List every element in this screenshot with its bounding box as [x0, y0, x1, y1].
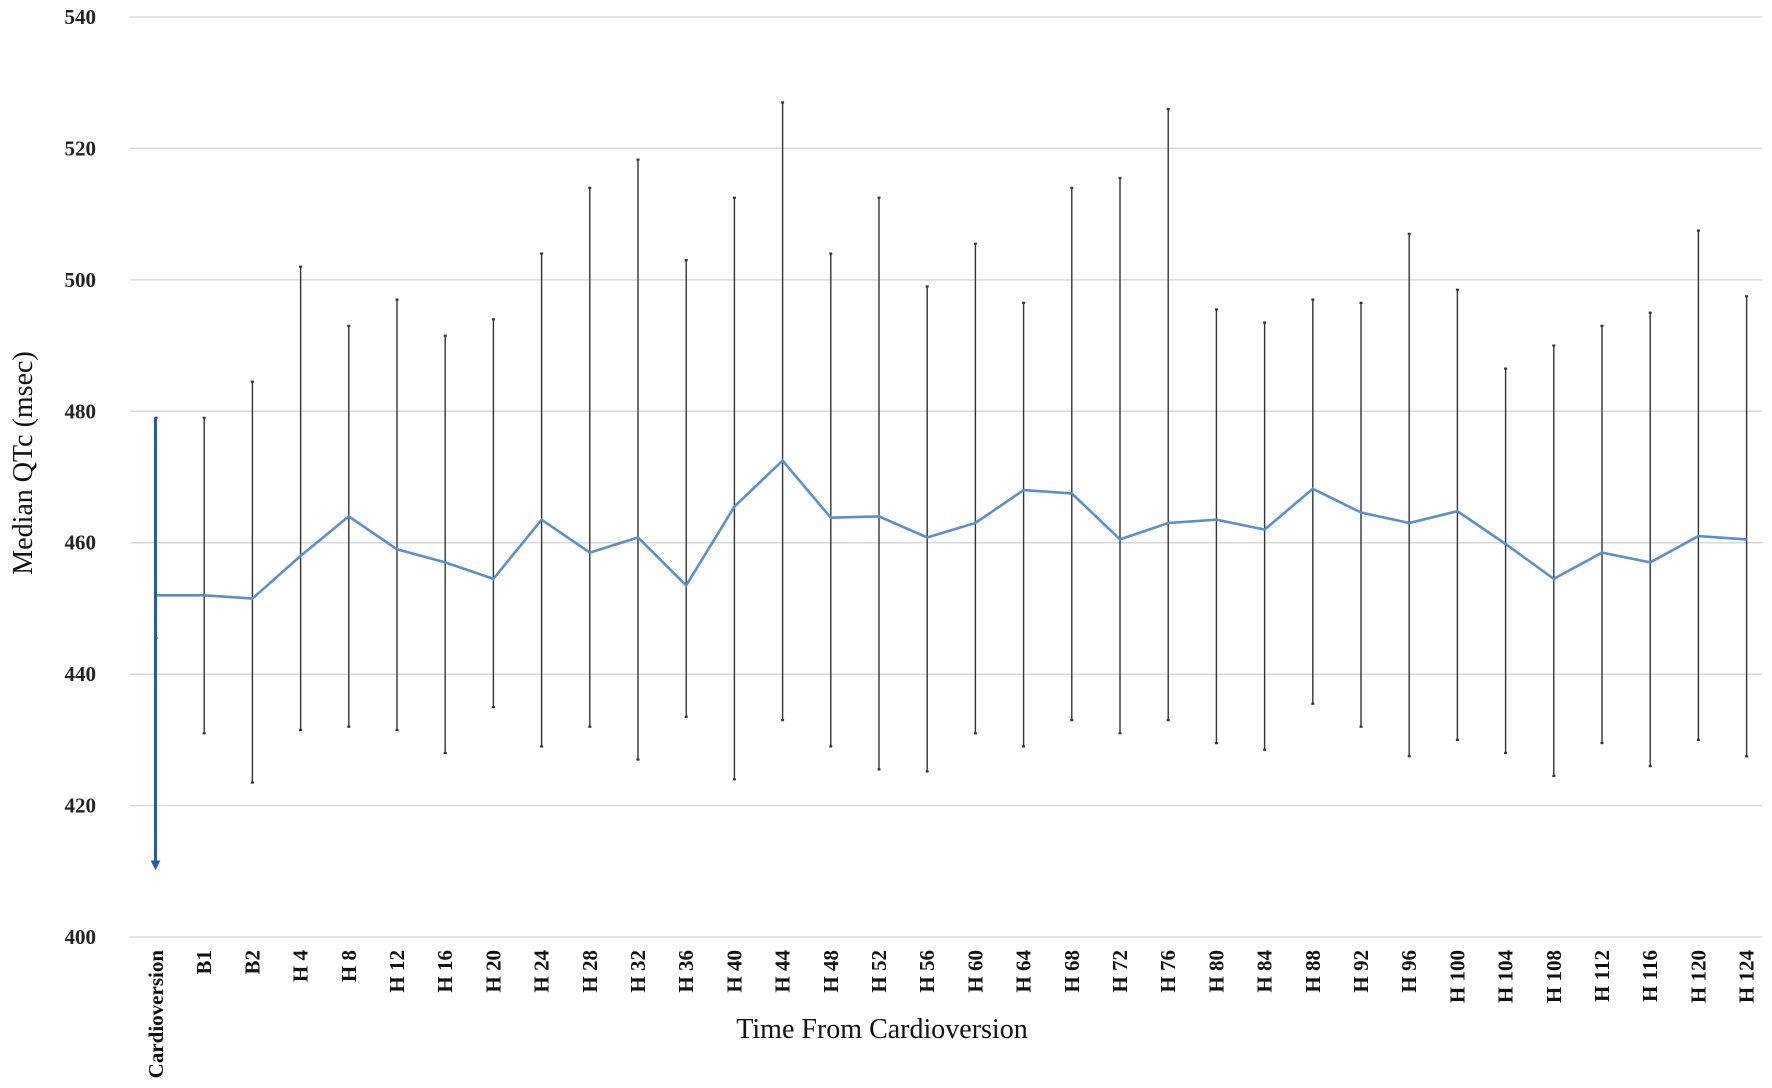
- x-tick-label: H 36: [674, 950, 698, 993]
- y-tick-label: 440: [65, 662, 97, 686]
- x-tick-label: H 104: [1494, 950, 1518, 1004]
- y-tick-label: 500: [65, 268, 97, 292]
- gridlines: [130, 16, 1762, 938]
- y-axis-label: Median QTc (msec): [8, 351, 39, 575]
- y-tick-label: 420: [65, 794, 97, 818]
- x-tick-label: H 20: [481, 950, 505, 993]
- x-tick-label: H 60: [963, 950, 987, 993]
- x-tick-label: H 84: [1253, 950, 1277, 993]
- x-tick-label: H 52: [867, 950, 891, 993]
- x-tick-label: H 124: [1735, 950, 1759, 1004]
- x-tick-label: H 64: [1012, 950, 1036, 993]
- x-axis-label: Time From Cardioversion: [736, 1014, 1027, 1045]
- x-tick-label: Cardioversion: [144, 950, 168, 1079]
- y-tick-label: 400: [65, 925, 97, 949]
- y-tick-label: 520: [65, 136, 97, 160]
- x-tick-label: H 16: [433, 950, 457, 993]
- x-tick-label: H 56: [915, 950, 939, 993]
- x-tick-label: H 92: [1349, 950, 1373, 993]
- y-tick-label: 540: [65, 5, 97, 29]
- x-tick-label: B2: [240, 950, 264, 975]
- x-tick-label: H 4: [289, 950, 313, 983]
- x-tick-label: H 12: [385, 950, 409, 993]
- y-axis-ticks: 400 420 440 460 480 500 520 540: [65, 5, 97, 949]
- x-tick-label: H 96: [1397, 950, 1421, 993]
- x-tick-label: H 76: [1156, 950, 1180, 993]
- x-tick-label: H 40: [722, 950, 746, 993]
- x-tick-label: B1: [192, 950, 216, 975]
- x-tick-label: H 120: [1686, 950, 1710, 1003]
- x-tick-label: H 100: [1445, 950, 1469, 1003]
- y-tick-label: 480: [65, 399, 97, 423]
- x-tick-label: H 80: [1204, 950, 1228, 993]
- series-line-median-qtc: [156, 458, 1747, 600]
- y-tick-label: 460: [65, 531, 97, 555]
- series-layer: [156, 458, 1747, 600]
- x-tick-label: H 72: [1108, 950, 1132, 993]
- x-tick-label: H 88: [1301, 950, 1325, 993]
- x-tick-label: H 28: [578, 950, 602, 993]
- x-tick-label: H 68: [1060, 950, 1084, 993]
- x-tick-label: H 116: [1638, 950, 1662, 1002]
- x-tick-label: H 44: [771, 950, 795, 993]
- x-tick-label: H 48: [819, 950, 843, 993]
- x-tick-label: H 24: [530, 950, 554, 993]
- error-bars: [154, 101, 1749, 784]
- x-tick-label: H 112: [1590, 950, 1614, 1002]
- x-tick-label: H 8: [337, 950, 361, 982]
- x-tick-label: H 108: [1542, 950, 1566, 1003]
- x-tick-label: H 32: [626, 950, 650, 993]
- x-axis-ticks: Cardioversion B1 B2 H 4 H 8 H 12 H 16 H 20 H 24 H…: [144, 950, 1759, 1079]
